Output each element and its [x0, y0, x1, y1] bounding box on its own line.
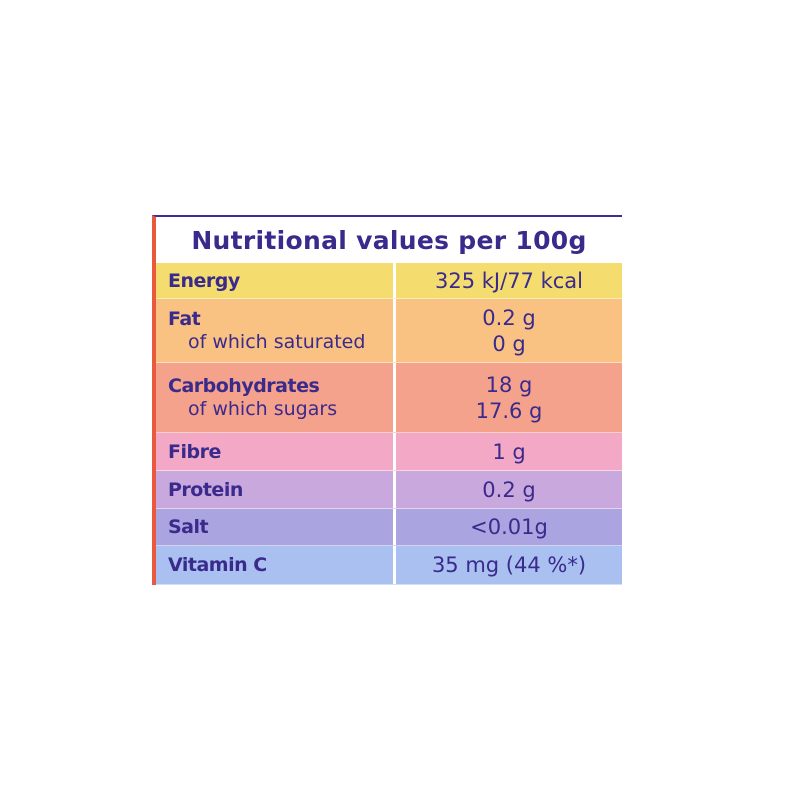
- nutrient-value: 325 kJ/77 kcal: [435, 268, 583, 293]
- nutrient-value: 0.2 g: [482, 305, 536, 330]
- label-cell: Carbohydrates of which sugars: [156, 363, 396, 432]
- label-cell: Fibre: [156, 433, 396, 470]
- label-cell: Protein: [156, 471, 396, 508]
- sub-value: 17.6 g: [475, 398, 543, 423]
- sub-value: 0 g: [492, 331, 526, 356]
- nutrition-table: Nutritional values per 100g Energy 325 kJ…: [152, 215, 622, 585]
- value-cell: 18 g 17.6 g: [396, 363, 622, 432]
- nutrient-label: Energy: [168, 269, 240, 292]
- value-cell: <0.01g: [396, 509, 622, 545]
- table-row: Salt <0.01g: [156, 509, 622, 546]
- nutrient-label: Carbohydrates: [168, 374, 320, 397]
- label-cell: Vitamin C: [156, 546, 396, 584]
- table-row: Protein 0.2 g: [156, 471, 622, 509]
- nutrient-label: Protein: [168, 478, 243, 501]
- value-cell: 0.2 g: [396, 471, 622, 508]
- table-row: Energy 325 kJ/77 kcal: [156, 263, 622, 299]
- table-body: Energy 325 kJ/77 kcal Fat of which saturate…: [156, 263, 622, 585]
- nutrient-value: 18 g: [485, 372, 533, 397]
- nutrient-label: Fibre: [168, 440, 221, 463]
- nutrient-label: Salt: [168, 516, 209, 538]
- label-cell: Salt: [156, 509, 396, 545]
- table-row: Vitamin C 35 mg (44 %*): [156, 546, 622, 585]
- nutrient-value: <0.01g: [470, 515, 548, 539]
- label-cell: Fat of which saturated: [156, 299, 396, 362]
- nutrient-label: Fat: [168, 307, 201, 330]
- table-title: Nutritional values per 100g: [191, 226, 587, 255]
- nutrient-value: 35 mg (44 %*): [431, 553, 587, 577]
- table-row: Carbohydrates of which sugars 18 g 17.6 g: [156, 363, 622, 433]
- table-row: Fibre 1 g: [156, 433, 622, 471]
- value-cell: 1 g: [396, 433, 622, 470]
- nutrient-label: Vitamin C: [168, 554, 267, 576]
- sub-label: of which saturated: [188, 330, 366, 353]
- label-cell: Energy: [156, 263, 396, 298]
- nutrient-value: 1 g: [492, 439, 526, 464]
- sub-label: of which sugars: [188, 397, 338, 420]
- value-cell: 325 kJ/77 kcal: [396, 263, 622, 298]
- nutrient-value: 0.2 g: [482, 477, 536, 502]
- value-cell: 35 mg (44 %*): [396, 546, 622, 584]
